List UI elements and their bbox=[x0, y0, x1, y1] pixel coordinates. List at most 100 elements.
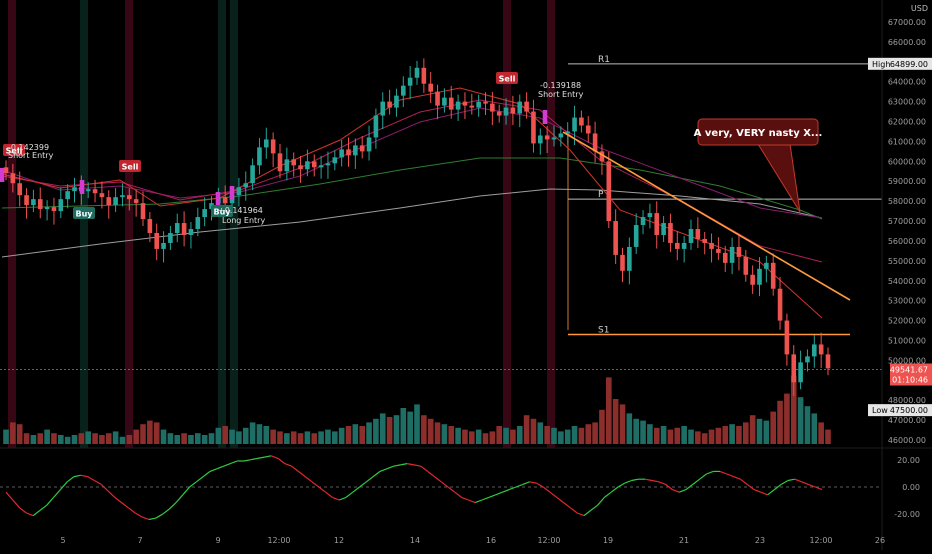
signal-badge-sell[interactable] bbox=[119, 160, 141, 172]
candle-body bbox=[510, 107, 516, 114]
oscillator-segment bbox=[73, 474, 81, 478]
annotation-box[interactable] bbox=[697, 118, 819, 146]
volume-bar bbox=[174, 435, 181, 444]
ema-fast-line bbox=[1, 87, 823, 319]
ema-slow-line bbox=[1, 107, 823, 219]
oscillator-segment bbox=[189, 481, 197, 488]
time-tick-label: 5 bbox=[60, 536, 65, 545]
signal-badge-sell[interactable] bbox=[3, 144, 25, 156]
candle-body bbox=[716, 248, 721, 253]
candle-body bbox=[298, 165, 303, 170]
candle-body bbox=[346, 149, 351, 156]
candle-body bbox=[414, 67, 420, 78]
volume-bar bbox=[749, 415, 756, 444]
candle-body bbox=[366, 137, 372, 152]
trade-entry-value: -0.142399 bbox=[8, 143, 49, 152]
candle-body bbox=[387, 101, 392, 108]
volume-bar bbox=[263, 426, 270, 444]
oscillator-segment bbox=[502, 489, 510, 493]
oscillator-segment bbox=[134, 512, 143, 518]
price-tick-label: 67000.00 bbox=[888, 18, 926, 27]
signal-candle bbox=[0, 168, 5, 182]
oscillator-segment bbox=[787, 478, 795, 482]
oscillator-segment bbox=[604, 491, 612, 498]
low-label-value: 47500.00 bbox=[890, 406, 928, 415]
oscillator-segment bbox=[53, 489, 61, 498]
oscillator-segment bbox=[325, 491, 333, 498]
candle-body bbox=[277, 153, 283, 172]
price-tick-label: 64000.00 bbox=[888, 78, 926, 87]
oscillator-segment bbox=[366, 476, 374, 483]
oscillator-segment bbox=[563, 502, 571, 509]
volume-bar bbox=[592, 422, 598, 444]
volume-bar bbox=[715, 427, 722, 444]
oscillator-segment bbox=[257, 456, 265, 459]
oscillator-segment bbox=[379, 468, 388, 472]
signal-band bbox=[547, 0, 555, 448]
volume-bar bbox=[695, 431, 701, 444]
candle-body bbox=[681, 242, 687, 249]
price-tick-label: 58000.00 bbox=[888, 197, 926, 206]
candle-body bbox=[544, 135, 550, 140]
candle-body bbox=[791, 354, 797, 383]
candle-body bbox=[318, 165, 324, 168]
volume-bar bbox=[23, 433, 30, 444]
candle-body bbox=[750, 274, 755, 285]
volume-bar bbox=[345, 426, 352, 444]
signal-candle bbox=[229, 186, 235, 200]
signal-badge-buy[interactable] bbox=[73, 207, 95, 219]
signal-badge-sell[interactable] bbox=[496, 72, 518, 84]
oscillator-segment bbox=[590, 504, 598, 511]
volume-bar bbox=[386, 417, 393, 444]
oscillator-segment bbox=[665, 483, 673, 491]
sma-200-line bbox=[1, 188, 823, 258]
oscillator-segment bbox=[610, 486, 619, 493]
oscillator-segment bbox=[59, 481, 68, 490]
oscillator-segment bbox=[488, 494, 496, 498]
trade-entry-title: Short Entry bbox=[8, 151, 54, 160]
trade-entry-title: Short Entry bbox=[538, 90, 584, 99]
volume-bar bbox=[640, 420, 646, 444]
oscillator-segment bbox=[434, 476, 442, 483]
candle-body bbox=[325, 163, 331, 166]
volume-bar bbox=[681, 426, 687, 444]
volume-bar bbox=[71, 435, 78, 444]
candle-body bbox=[531, 111, 536, 144]
candle-body bbox=[264, 139, 269, 148]
volume-bar bbox=[811, 413, 818, 444]
oscillator-segment bbox=[808, 483, 816, 488]
candle-body bbox=[702, 238, 707, 243]
volume-bar bbox=[242, 427, 249, 444]
candle-body bbox=[120, 195, 125, 198]
candle-body bbox=[462, 101, 468, 106]
oscillator-segment bbox=[359, 481, 367, 488]
candle-body bbox=[284, 159, 290, 172]
high-label-box bbox=[868, 57, 932, 70]
candle-body bbox=[627, 246, 632, 271]
candle-body bbox=[421, 67, 427, 84]
oscillator-segment bbox=[692, 478, 700, 485]
signal-badge-buy[interactable] bbox=[211, 205, 233, 217]
candle-body bbox=[572, 117, 577, 132]
trendline bbox=[562, 131, 851, 301]
oscillator-segment bbox=[597, 497, 605, 506]
volume-bar bbox=[16, 424, 23, 444]
volume-bar bbox=[270, 429, 276, 444]
oscillator-segment bbox=[706, 470, 714, 475]
candle-body bbox=[503, 107, 509, 116]
signal-badge-label: Sell bbox=[499, 75, 516, 84]
time-tick-label: 19 bbox=[603, 536, 613, 545]
oscillator-segment bbox=[468, 499, 476, 504]
candle-body bbox=[339, 149, 344, 158]
price-tick-label: 56000.00 bbox=[888, 237, 926, 246]
volume-bar bbox=[434, 422, 441, 444]
candle-body bbox=[538, 135, 543, 144]
candle-body bbox=[394, 95, 399, 108]
candle-body bbox=[606, 161, 612, 222]
volume-bar bbox=[167, 433, 174, 444]
oscillator-segment bbox=[474, 499, 483, 504]
candle-body bbox=[469, 105, 475, 108]
